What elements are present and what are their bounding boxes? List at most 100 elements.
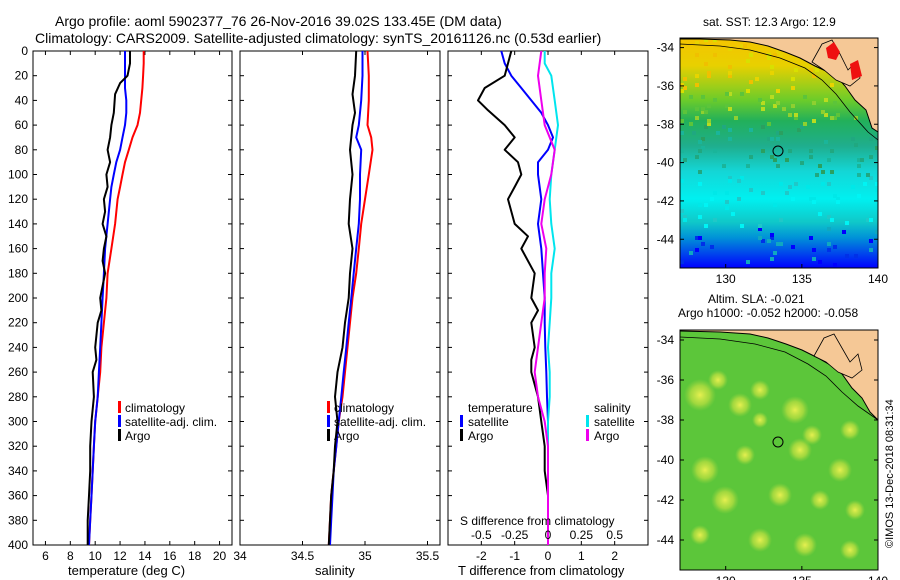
sst-pixel bbox=[725, 206, 729, 210]
sst-pixel bbox=[713, 191, 717, 195]
sst-pixel bbox=[758, 224, 762, 228]
legend-label-s-argo: Argo bbox=[594, 429, 620, 443]
sst-pixel bbox=[746, 89, 750, 93]
sst-pixel bbox=[833, 194, 837, 198]
sst-pixel bbox=[746, 164, 750, 168]
lon-tick-label: 130 bbox=[716, 574, 736, 580]
sst-pixel bbox=[869, 155, 873, 159]
salinity-legend: climatology satellite-adj. clim. Argo bbox=[327, 401, 426, 443]
sst-pixel bbox=[749, 188, 753, 192]
sst-pixel bbox=[758, 236, 762, 240]
sst-pixel bbox=[863, 182, 867, 186]
depth-tick-label: 120 bbox=[8, 192, 28, 206]
sla-blob bbox=[810, 490, 830, 510]
series-line-satellite-adj-clim- bbox=[329, 51, 364, 546]
legend-label-argo: Argo bbox=[334, 429, 360, 443]
sla-blob bbox=[840, 420, 860, 440]
sst-pixel bbox=[770, 95, 774, 99]
sla-map-frame bbox=[679, 329, 879, 571]
title-line2: Climatology: CARS2009. Satellite-adjuste… bbox=[35, 30, 601, 46]
sst-pixel bbox=[794, 113, 798, 117]
sst-pixel bbox=[728, 176, 732, 180]
sst-pixel bbox=[782, 107, 786, 111]
sst-pixel bbox=[680, 179, 684, 183]
sst-pixel bbox=[803, 95, 807, 99]
t-diff-axis-label: T difference from climatology bbox=[458, 563, 625, 578]
sla-map: Altim. SLA: -0.021 Argo h1000: -0.052 h2… bbox=[657, 292, 889, 580]
sst-pixel bbox=[749, 155, 753, 159]
sst-pixel bbox=[818, 212, 822, 216]
sst-pixel bbox=[701, 146, 705, 150]
sst-pixel bbox=[809, 197, 813, 201]
sst-pixel bbox=[746, 59, 750, 63]
sst-pixel bbox=[707, 104, 711, 108]
sst-pixel bbox=[833, 245, 837, 249]
depth-tick-label: 240 bbox=[8, 340, 28, 354]
sst-pixel bbox=[743, 44, 747, 48]
sst-pixel bbox=[830, 83, 834, 87]
sst-pixel bbox=[728, 107, 732, 111]
sst-pixel bbox=[695, 74, 699, 78]
sst-pixel bbox=[869, 218, 873, 222]
sst-pixel bbox=[704, 224, 708, 228]
depth-tick-label: 260 bbox=[8, 365, 28, 379]
x-tick-label: 34 bbox=[233, 549, 247, 563]
sla-blob bbox=[802, 425, 822, 445]
sst-pixel bbox=[680, 149, 684, 153]
sst-pixel bbox=[776, 89, 780, 93]
sst-pixel bbox=[695, 107, 699, 111]
sla-blob bbox=[788, 438, 812, 462]
sst-pixel bbox=[758, 98, 762, 102]
sst-pixel bbox=[680, 83, 684, 87]
depth-tick-label: 100 bbox=[8, 168, 28, 182]
sla-blob bbox=[735, 445, 755, 465]
sst-pixel bbox=[761, 239, 765, 243]
sst-pixel bbox=[803, 122, 807, 126]
lon-tick-label: 140 bbox=[868, 272, 888, 286]
series-line-t-argo bbox=[477, 50, 549, 545]
sst-pixel bbox=[695, 248, 699, 252]
sst-pixel bbox=[806, 185, 810, 189]
lat-tick-label: -44 bbox=[657, 533, 675, 547]
legend-swatch-t-satellite bbox=[460, 415, 463, 427]
sst-pixel bbox=[773, 251, 777, 255]
sst-pixel bbox=[770, 65, 774, 69]
sst-pixel bbox=[737, 179, 741, 183]
sst-pixel bbox=[830, 116, 834, 120]
sst-pixel bbox=[860, 158, 864, 162]
x-tick-label: 2 bbox=[611, 549, 618, 563]
sst-pixel bbox=[710, 245, 714, 249]
sst-pixel bbox=[812, 101, 816, 105]
sst-map-title: sat. SST: 12.3 Argo: 12.9 bbox=[703, 15, 836, 29]
depth-tick-label: 40 bbox=[15, 93, 29, 107]
legend-swatch-satellite bbox=[118, 415, 121, 427]
x-tick-label: 14 bbox=[138, 549, 152, 563]
sst-pixel bbox=[680, 89, 684, 93]
sst-pixel bbox=[824, 98, 828, 102]
lat-tick-label: -36 bbox=[657, 373, 675, 387]
sst-pixel bbox=[683, 77, 687, 81]
s-diff-tick-label: 0.5 bbox=[606, 528, 623, 542]
legend-swatch-s-satellite bbox=[586, 415, 589, 427]
sst-pixel bbox=[680, 119, 684, 123]
sst-pixel bbox=[830, 218, 834, 222]
depth-tick-label: 220 bbox=[8, 316, 28, 330]
sla-blob bbox=[684, 379, 716, 411]
sst-pixel bbox=[725, 104, 729, 108]
sst-pixel bbox=[707, 71, 711, 75]
depth-tick-label: 300 bbox=[8, 415, 28, 429]
legend-label-satellite: satellite-adj. clim. bbox=[125, 415, 217, 429]
sst-pixel bbox=[680, 260, 684, 264]
sst-pixel bbox=[788, 113, 792, 117]
sst-pixel bbox=[791, 86, 795, 90]
sst-pixel bbox=[854, 254, 858, 258]
sst-pixel bbox=[761, 149, 765, 153]
sst-pixel bbox=[809, 68, 813, 72]
sst-pixel bbox=[776, 164, 780, 168]
sst-pixel bbox=[767, 137, 771, 141]
depth-axis: 0 20 40 60 80 100 120 140 160 180 200 220 240 260 280 3… bbox=[8, 44, 648, 552]
sla-blob bbox=[750, 380, 770, 400]
sla-blob bbox=[691, 456, 719, 484]
argo-location-marker bbox=[772, 436, 784, 448]
